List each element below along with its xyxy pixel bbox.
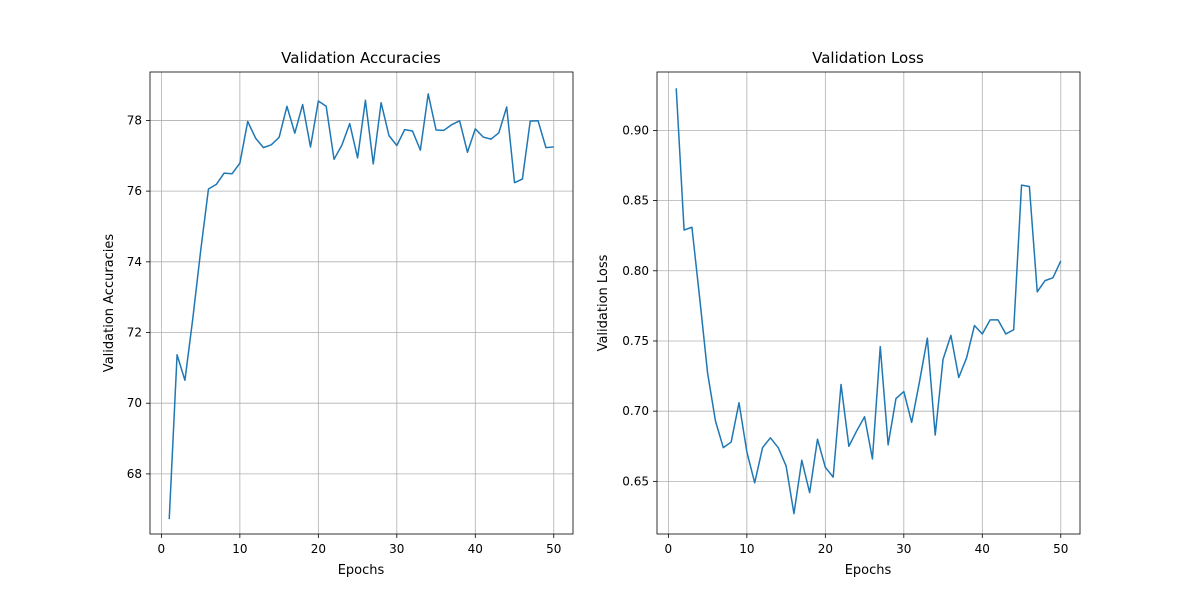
y-tick-label: 76 [127,184,142,198]
y-tick-label: 0.75 [622,334,649,348]
chart-title: Validation Accuracies [281,49,441,67]
y-tick-label: 0.70 [622,404,649,418]
x-tick-label: 30 [896,542,911,556]
y-tick-label: 68 [127,467,142,481]
x-tick-label: 50 [546,542,561,556]
y-tick-label: 74 [127,255,142,269]
x-tick-label: 40 [468,542,483,556]
x-axis-label: Epochs [338,563,385,578]
x-tick-label: 50 [1053,542,1068,556]
x-tick-label: 30 [389,542,404,556]
x-tick-label: 0 [158,542,166,556]
y-axis-label: Validation Loss [596,254,611,351]
y-tick-label: 70 [127,396,142,410]
x-tick-label: 10 [739,542,754,556]
x-axis-label: Epochs [845,563,892,578]
y-tick-label: 0.90 [622,123,649,137]
series-line [168,93,554,520]
x-tick-label: 20 [818,542,833,556]
y-axis-label: Validation Accuracies [102,234,117,373]
axes-frame [149,71,574,535]
axes-frame [656,71,1081,535]
loss-chart: Validation Loss Epochs Validation Loss 0… [596,49,1081,578]
series-line [675,88,1062,515]
grid [657,72,1080,534]
chart-title: Validation Loss [812,49,924,67]
accuracy-chart: Validation Accuracies Epochs Validation … [102,49,574,578]
x-tick-label: 0 [665,542,673,556]
x-tick-label: 40 [975,542,990,556]
grid [150,72,573,534]
y-tick-label: 0.85 [622,194,649,208]
y-tick-label: 0.80 [622,264,649,278]
y-tick-label: 72 [127,326,142,340]
x-tick-label: 20 [311,542,326,556]
x-tick-label: 10 [232,542,247,556]
y-tick-label: 78 [127,113,142,127]
y-tick-label: 0.65 [622,474,649,488]
